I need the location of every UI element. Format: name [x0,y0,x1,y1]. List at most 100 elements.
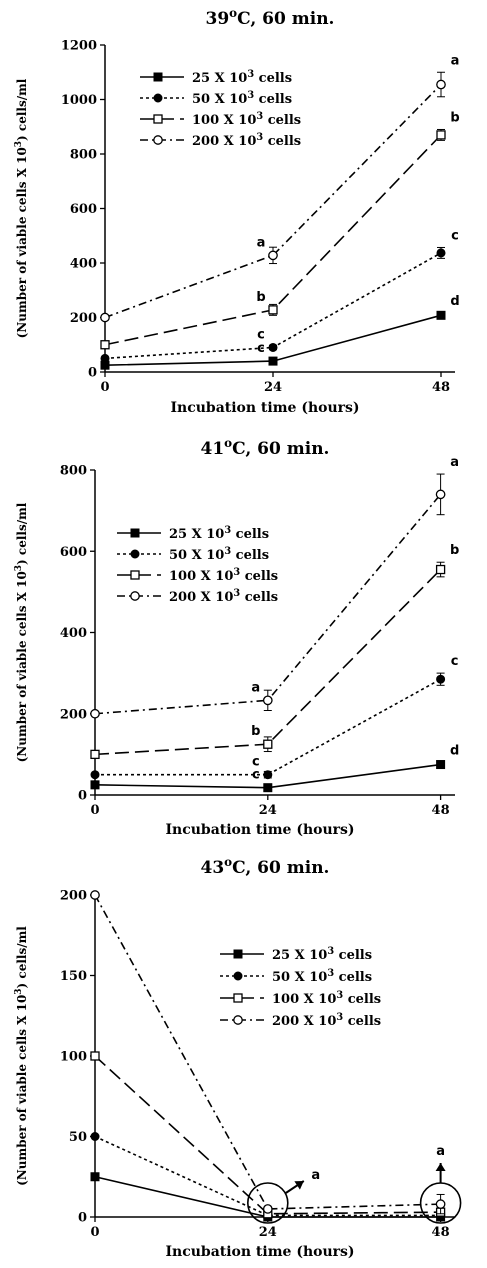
significance-letter: b [256,290,265,305]
y-axis-label: (Number of viable cells X 103​) cells/ml [14,926,29,1186]
x-tick-label: 24 [264,380,282,395]
y-tick-label: 800 [60,464,87,479]
legend-entry: 100 X 103​ cells [272,990,381,1007]
legend-entry: 200 X 103​ cells [192,132,301,149]
x-tick-label: 48 [432,1225,450,1240]
data-point [436,760,446,770]
y-tick-label: 200 [60,889,87,904]
highlight-circle [246,1182,289,1224]
legend-entry: 200 X 103​ cells [169,588,278,605]
y-tick-label: 0 [78,789,87,804]
data-point [436,130,446,140]
series-line [94,894,441,1210]
chart-3: 43oC, 60 min. 0 50 100 150 200 0 24 48 Incubation… [14,855,462,1260]
data-point [262,695,273,706]
chart-title: 41oC, 60 min. [201,436,330,459]
data-point [436,79,446,90]
chart-1: 39oC, 60 min. 0 200 400 600 800 1000 1200 0 24 48 I… [14,6,460,416]
data-point [90,1051,100,1061]
data-point [263,739,273,749]
legend-entry: 50 X 103​ cells [272,968,372,985]
data-point [263,783,273,793]
series-3: bb [100,110,460,350]
x-tick-label: 0 [100,380,109,395]
y-tick-label: 50 [69,1130,87,1145]
y-tick-label: 0 [88,366,97,381]
series-1: cd [90,744,459,793]
data-point [262,1204,273,1214]
y-tick-label: 600 [60,545,87,560]
legend: 25 X 103​ cells 50 X 103​ cells 100 X 103​… [220,946,381,1029]
legend-marker [153,93,163,103]
annotation-2: a [419,1144,462,1224]
significance-letter: a [251,680,260,695]
x-tick-label: 48 [432,803,450,818]
data-point [268,250,278,261]
series-3: bb [90,543,459,760]
legend-marker [130,528,140,538]
y-tick-label: 150 [60,969,87,984]
x-axis-label: Incubation time (hours) [170,400,359,416]
significance-letter: d [450,294,459,309]
legend-entry: 25 X 103​ cells [272,946,372,963]
data-point [436,248,446,258]
legend-marker [153,135,163,145]
legend-marker [130,549,140,559]
x-tick-label: 24 [259,803,277,818]
legend-marker [233,971,243,981]
data-point [436,310,446,320]
y-tick-label: 0 [78,1211,87,1226]
series-line [94,1055,441,1215]
legend-entry: 25 X 103​ cells [192,69,292,86]
significance-letter: a [451,53,460,68]
y-axis-label: (Number of viable cells X 103​) cells/ml [14,78,29,338]
data-point [100,312,110,323]
legend-marker [153,114,163,124]
significance-letter: c [252,755,260,770]
y-tick-label: 1200 [61,39,97,54]
y-tick-label: 1000 [61,93,97,108]
x-axis-label: Incubation time (hours) [165,822,354,838]
series-4: aa [100,53,460,323]
y-tick-label: 800 [70,148,97,163]
x-axis-label: Incubation time (hours) [165,1244,354,1260]
y-tick-label: 600 [70,202,97,217]
legend-marker [130,591,140,601]
significance-letter: a [257,235,266,250]
y-tick-label: 200 [70,311,97,326]
significance-letter: c [252,768,260,783]
data-point [90,890,100,900]
legend-marker [233,949,243,959]
annotation-arrowhead [435,1163,446,1171]
y-tick-label: 400 [60,626,87,641]
annotation-letter: a [436,1144,445,1159]
data-point [90,780,100,790]
data-point [100,340,110,350]
annotation-1: a [246,1168,320,1224]
significance-letter: b [450,543,459,558]
y-tick-label: 100 [60,1050,87,1065]
data-point [90,708,100,719]
legend: 25 X 103​ cells 50 X 103​ cells 100 X 103​… [140,69,301,149]
series-4 [90,890,446,1215]
x-tick-label: 0 [90,803,99,818]
x-tick-label: 48 [432,380,450,395]
significance-letter: b [450,110,459,125]
data-point [90,1172,100,1182]
data-point [435,564,446,575]
series-3 [90,1051,446,1219]
legend-marker [130,570,140,580]
y-tick-label: 200 [60,707,87,722]
legend: 25 X 103​ cells 50 X 103​ cells 100 X 103​… [117,525,278,605]
data-point [435,1199,446,1209]
significance-letter: b [251,724,260,739]
legend-entry: 50 X 103​ cells [169,546,269,563]
series-4: aa [90,455,459,719]
data-point [436,674,446,684]
significance-letter: c [451,228,459,243]
series-line [94,1135,441,1217]
significance-letter: c [257,327,265,342]
series-line [94,493,442,715]
y-tick-label: 400 [70,257,97,272]
